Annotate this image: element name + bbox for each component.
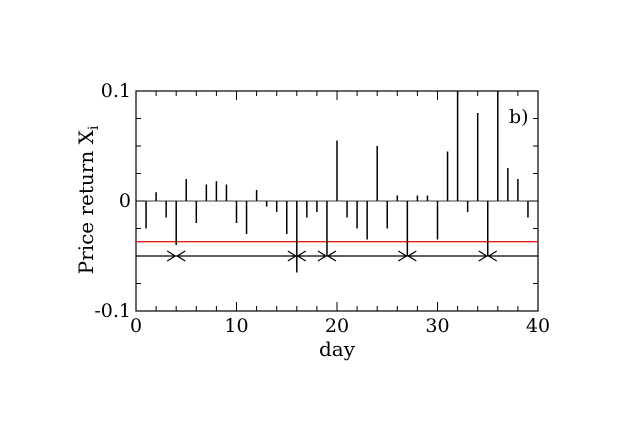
y-tick-label: 0.1 [101, 80, 131, 102]
y-tick-label: 0 [119, 190, 131, 212]
x-tick-label: 10 [224, 315, 248, 337]
arrowhead-right [287, 250, 297, 262]
arrowhead-left [487, 250, 498, 262]
arrowhead-right [317, 250, 328, 262]
x-tick-label: 40 [526, 315, 550, 337]
y-axis-title-text: Price return X [74, 129, 98, 274]
x-axis-title: day [319, 337, 356, 361]
arrowhead-left [407, 250, 417, 262]
arrowhead-right [398, 250, 408, 262]
arrowhead-right [478, 250, 488, 262]
y-tick-label: -0.1 [94, 300, 131, 322]
x-tick-label: 30 [425, 315, 449, 337]
x-tick-label: 0 [130, 315, 142, 337]
arrowhead-left [296, 250, 307, 262]
x-tick-label: 20 [325, 315, 349, 337]
arrowhead-right [166, 250, 177, 262]
y-axis-title: Price return Xi [74, 125, 102, 274]
svg-text:Price return Xi: Price return Xi [74, 125, 102, 274]
panel-label: b) [509, 106, 529, 128]
arrowhead-left [176, 250, 186, 262]
plot-area: 0 10 20 30 40-0.100.1 [94, 80, 550, 337]
y-axis-title-subscript: i [86, 125, 102, 130]
arrowhead-left [326, 250, 337, 262]
